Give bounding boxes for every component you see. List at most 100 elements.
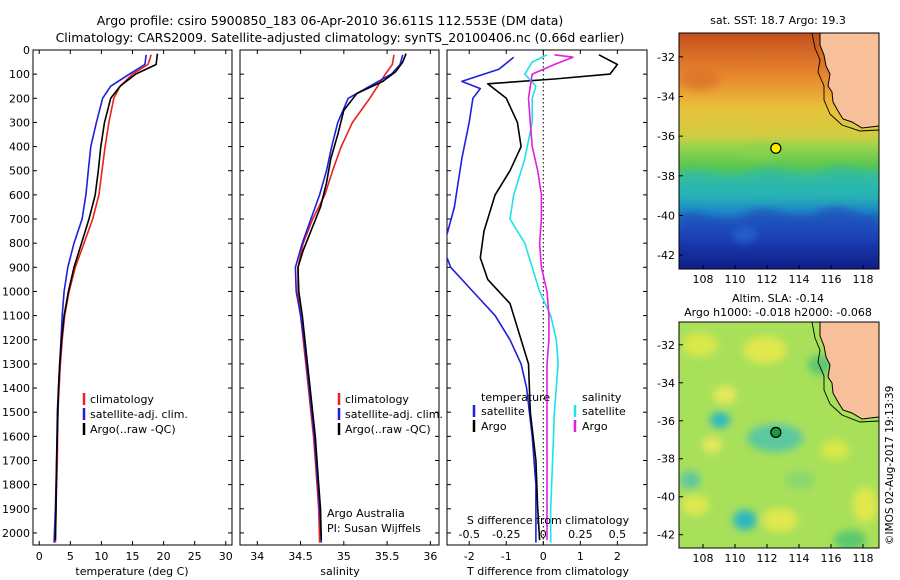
legend-temperature-title: temperature <box>481 391 550 404</box>
y-tick-label: 700 <box>9 213 30 226</box>
y-tick-label: 100 <box>9 68 30 81</box>
lon-tick-label: 112 <box>757 273 778 286</box>
lat-tick-label: -34 <box>657 90 675 103</box>
y-tick-label: 1400 <box>2 382 30 395</box>
x-tick-label: 35 <box>337 550 351 563</box>
lat-tick-label: -36 <box>657 415 675 428</box>
series-line <box>479 54 619 541</box>
lon-tick-label: 114 <box>789 273 810 286</box>
y-tick-label: 2000 <box>2 527 30 540</box>
isobath-contour-sst <box>811 33 879 132</box>
lon-tick-label: 114 <box>789 552 810 565</box>
sst-map-lon-ticks: 108 110 112 114 116 118 <box>693 265 874 286</box>
lat-tick-label: -38 <box>657 170 675 183</box>
lat-tick-label: -42 <box>657 249 675 262</box>
x-tick-label: 30 <box>219 550 233 563</box>
legend-t-argo-label: Argo <box>481 420 507 433</box>
salinity-axes-frame <box>239 49 440 546</box>
salinity-difference-tick-labels: -0.5 -0.25 0 0.25 0.5 <box>458 528 626 541</box>
sla-map-title: Altim. SLA: -0.14 <box>732 292 824 305</box>
difference-axes-frame <box>446 49 648 546</box>
argo-position-marker-sla <box>770 426 782 438</box>
series-line <box>297 54 395 543</box>
legend-satellite-label: satellite-adj. clim. <box>345 408 443 421</box>
y-tick-label: 1800 <box>2 479 30 492</box>
sla-map-panel: Altim. SLA: -0.14 Argo h1000: -0.018 h20… <box>657 292 880 565</box>
legend-satellite-label: satellite-adj. clim. <box>90 408 188 421</box>
depth-y-ticks: 0 100 200 300 400 500 600 700 800 900 1000 1100 1200… <box>2 44 232 540</box>
legend-t-satellite-label: satellite <box>481 405 525 418</box>
legend-climatology-label: climatology <box>345 393 409 406</box>
series-line <box>54 53 159 541</box>
x-tick-label: -1 <box>501 550 512 563</box>
x-tick-label: -2 <box>464 550 475 563</box>
s-tick-label: 0.5 <box>609 528 627 541</box>
x-tick-label: 34.5 <box>288 550 313 563</box>
s-tick-label: 0.25 <box>568 528 593 541</box>
t-difference-label: T difference from climatology <box>466 565 629 578</box>
y-tick-label: 300 <box>9 116 30 129</box>
australia-land-sla <box>819 322 879 420</box>
series-line <box>509 54 559 543</box>
x-tick-label: 34 <box>250 550 264 563</box>
lat-tick-label: -42 <box>657 529 675 542</box>
salinity-x-ticks: 34 34.5 35 35.5 36 <box>250 50 437 563</box>
salinity-xlabel: salinity <box>320 565 360 578</box>
lon-tick-label: 110 <box>725 273 746 286</box>
temperature-x-ticks: 0 5 10 15 20 25 30 <box>36 50 233 563</box>
y-tick-label: 0 <box>23 44 30 57</box>
lon-tick-label: 118 <box>853 552 874 565</box>
s-tick-label: -0.5 <box>458 528 479 541</box>
isobath-contour-sla <box>811 322 879 423</box>
x-tick-label: 10 <box>94 550 108 563</box>
legend-climatology-label: climatology <box>90 393 154 406</box>
y-tick-label: 1700 <box>2 454 30 467</box>
sst-map-image <box>679 33 879 269</box>
lon-tick-label: 116 <box>821 552 842 565</box>
salinity-series <box>294 53 407 543</box>
imos-timestamp: ©IMOS 02-Aug-2017 19:13:39 <box>884 386 896 545</box>
x-tick-label: 36 <box>423 550 437 563</box>
legend-argo-label: Argo(..raw -QC) <box>90 423 176 436</box>
y-tick-label: 1000 <box>2 285 30 298</box>
y-tick-label: 1500 <box>2 406 30 419</box>
sst-map-lat-ticks: -32 -34 -36 -38 -40 -42 <box>657 51 683 262</box>
x-tick-label: 0 <box>36 550 43 563</box>
x-tick-label: 1 <box>577 550 584 563</box>
x-tick-label: 20 <box>157 550 171 563</box>
lon-tick-label: 110 <box>725 552 746 565</box>
y-tick-label: 400 <box>9 141 30 154</box>
temperature-xlabel: temperature (deg C) <box>75 565 188 578</box>
legend-argo-label: Argo(..raw -QC) <box>345 423 431 436</box>
lat-tick-label: -38 <box>657 453 675 466</box>
legend-salinity-title: salinity <box>582 391 622 404</box>
y-tick-label: 900 <box>9 261 30 274</box>
sla-map-lon-ticks: 108 110 112 114 116 118 <box>693 544 874 565</box>
s-tick-label: -0.25 <box>492 528 520 541</box>
s-difference-label: S difference from climatology <box>467 514 630 527</box>
x-tick-label: 35.5 <box>375 550 400 563</box>
y-tick-label: 1300 <box>2 358 30 371</box>
lon-tick-label: 108 <box>693 273 714 286</box>
argo-position-marker-sst <box>770 142 782 154</box>
lon-tick-label: 116 <box>821 273 842 286</box>
series-line <box>297 53 407 541</box>
australia-land-sst <box>819 33 879 129</box>
s-tick-label: 0 <box>540 528 547 541</box>
lon-tick-label: 112 <box>757 552 778 565</box>
y-tick-label: 200 <box>9 92 30 105</box>
x-tick-label: 15 <box>126 550 140 563</box>
difference-panel: -2 -1 0 1 2 -0.5 -0.25 0 0.25 0.5 S difference f… <box>446 49 648 578</box>
x-tick-label: 5 <box>67 550 74 563</box>
sst-field-texture <box>679 70 879 243</box>
argo-australia-annotation: Argo Australia <box>327 507 405 520</box>
legend-s-argo-label: Argo <box>582 420 608 433</box>
x-tick-label: 25 <box>188 550 202 563</box>
x-tick-label: 0 <box>540 550 547 563</box>
y-tick-label: 600 <box>9 189 30 202</box>
sst-map-frame <box>678 32 880 270</box>
y-tick-label: 1200 <box>2 334 30 347</box>
sla-field-texture <box>680 333 877 548</box>
difference-y-ticks <box>447 49 647 534</box>
